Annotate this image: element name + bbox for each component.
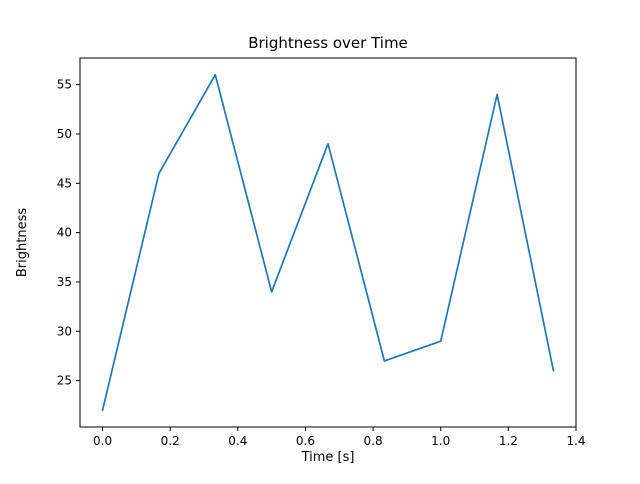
x-tick-label: 1.2 <box>499 434 518 448</box>
y-axis-ticks: 25 30 35 40 45 50 55 <box>57 78 80 388</box>
y-tick-label: 25 <box>57 374 72 388</box>
y-tick-label: 45 <box>57 176 72 190</box>
y-tick-label: 50 <box>57 127 72 141</box>
y-axis-label: Brightness <box>15 208 30 277</box>
y-tick-label: 35 <box>57 275 72 289</box>
y-tick-label: 55 <box>57 78 72 92</box>
x-tick-label: 0.8 <box>364 434 383 448</box>
x-tick-label: 1.4 <box>566 434 585 448</box>
x-axis-ticks: 0.0 0.2 0.4 0.6 0.8 1.0 1.2 1.4 <box>93 427 586 448</box>
y-tick-label: 40 <box>57 226 72 240</box>
x-axis-label: Time [s] <box>301 450 355 465</box>
data-series-line <box>101 73 555 412</box>
x-tick-label: 0.4 <box>228 434 247 448</box>
x-tick-label: 0.2 <box>161 434 180 448</box>
x-tick-label: 1.0 <box>431 434 450 448</box>
chart-title: Brightness over Time <box>248 34 408 52</box>
y-tick-label: 30 <box>57 324 72 338</box>
x-tick-label: 0.0 <box>93 434 112 448</box>
x-tick-label: 0.6 <box>296 434 315 448</box>
plot-area <box>79 57 577 428</box>
